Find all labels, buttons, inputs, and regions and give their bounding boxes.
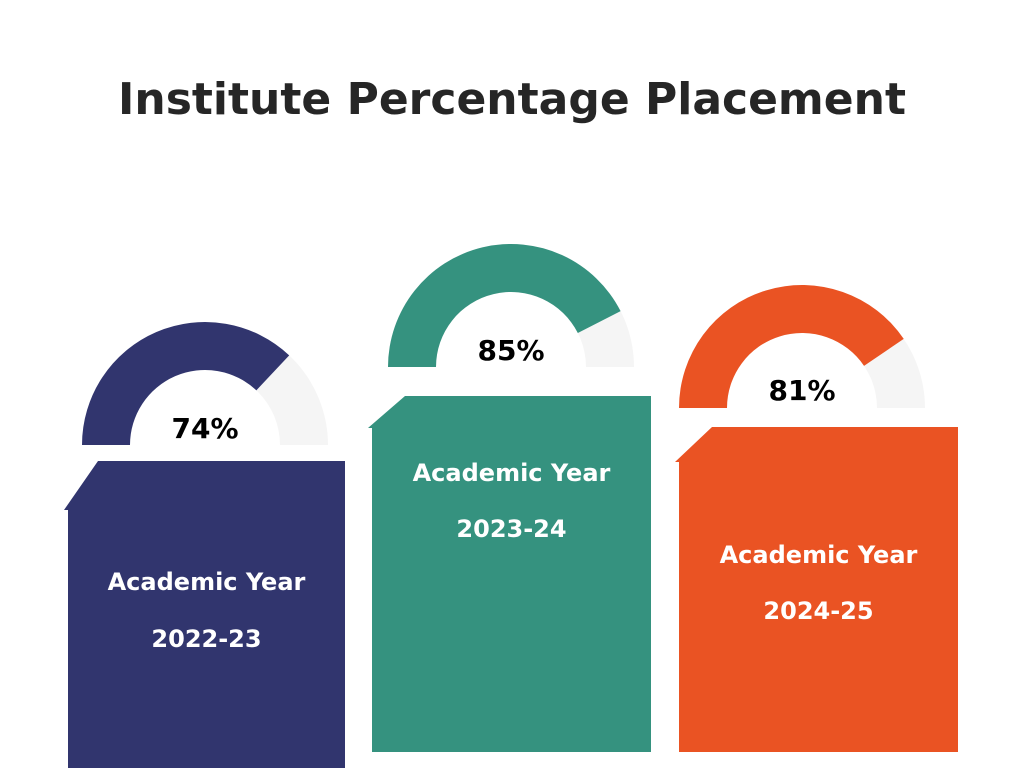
year-card (64, 461, 345, 768)
gauge-fill (679, 285, 904, 408)
year-card-label: 2022-23 (151, 625, 261, 653)
gauge-value-label: 74% (171, 412, 238, 445)
chart-title: Institute Percentage Placement (118, 74, 906, 125)
year-card-label: Academic Year (720, 541, 918, 569)
gauge-value-label: 81% (768, 374, 835, 407)
year-card (675, 427, 958, 752)
year-card-label: Academic Year (413, 459, 611, 487)
year-card-label: 2024-25 (763, 597, 873, 625)
year-card (368, 396, 651, 752)
gauge-value-label: 85% (477, 334, 544, 367)
gauge-fill (388, 244, 621, 367)
year-card-label: 2023-24 (456, 515, 566, 543)
year-card-label: Academic Year (108, 568, 306, 596)
gauge-fill (82, 322, 290, 445)
